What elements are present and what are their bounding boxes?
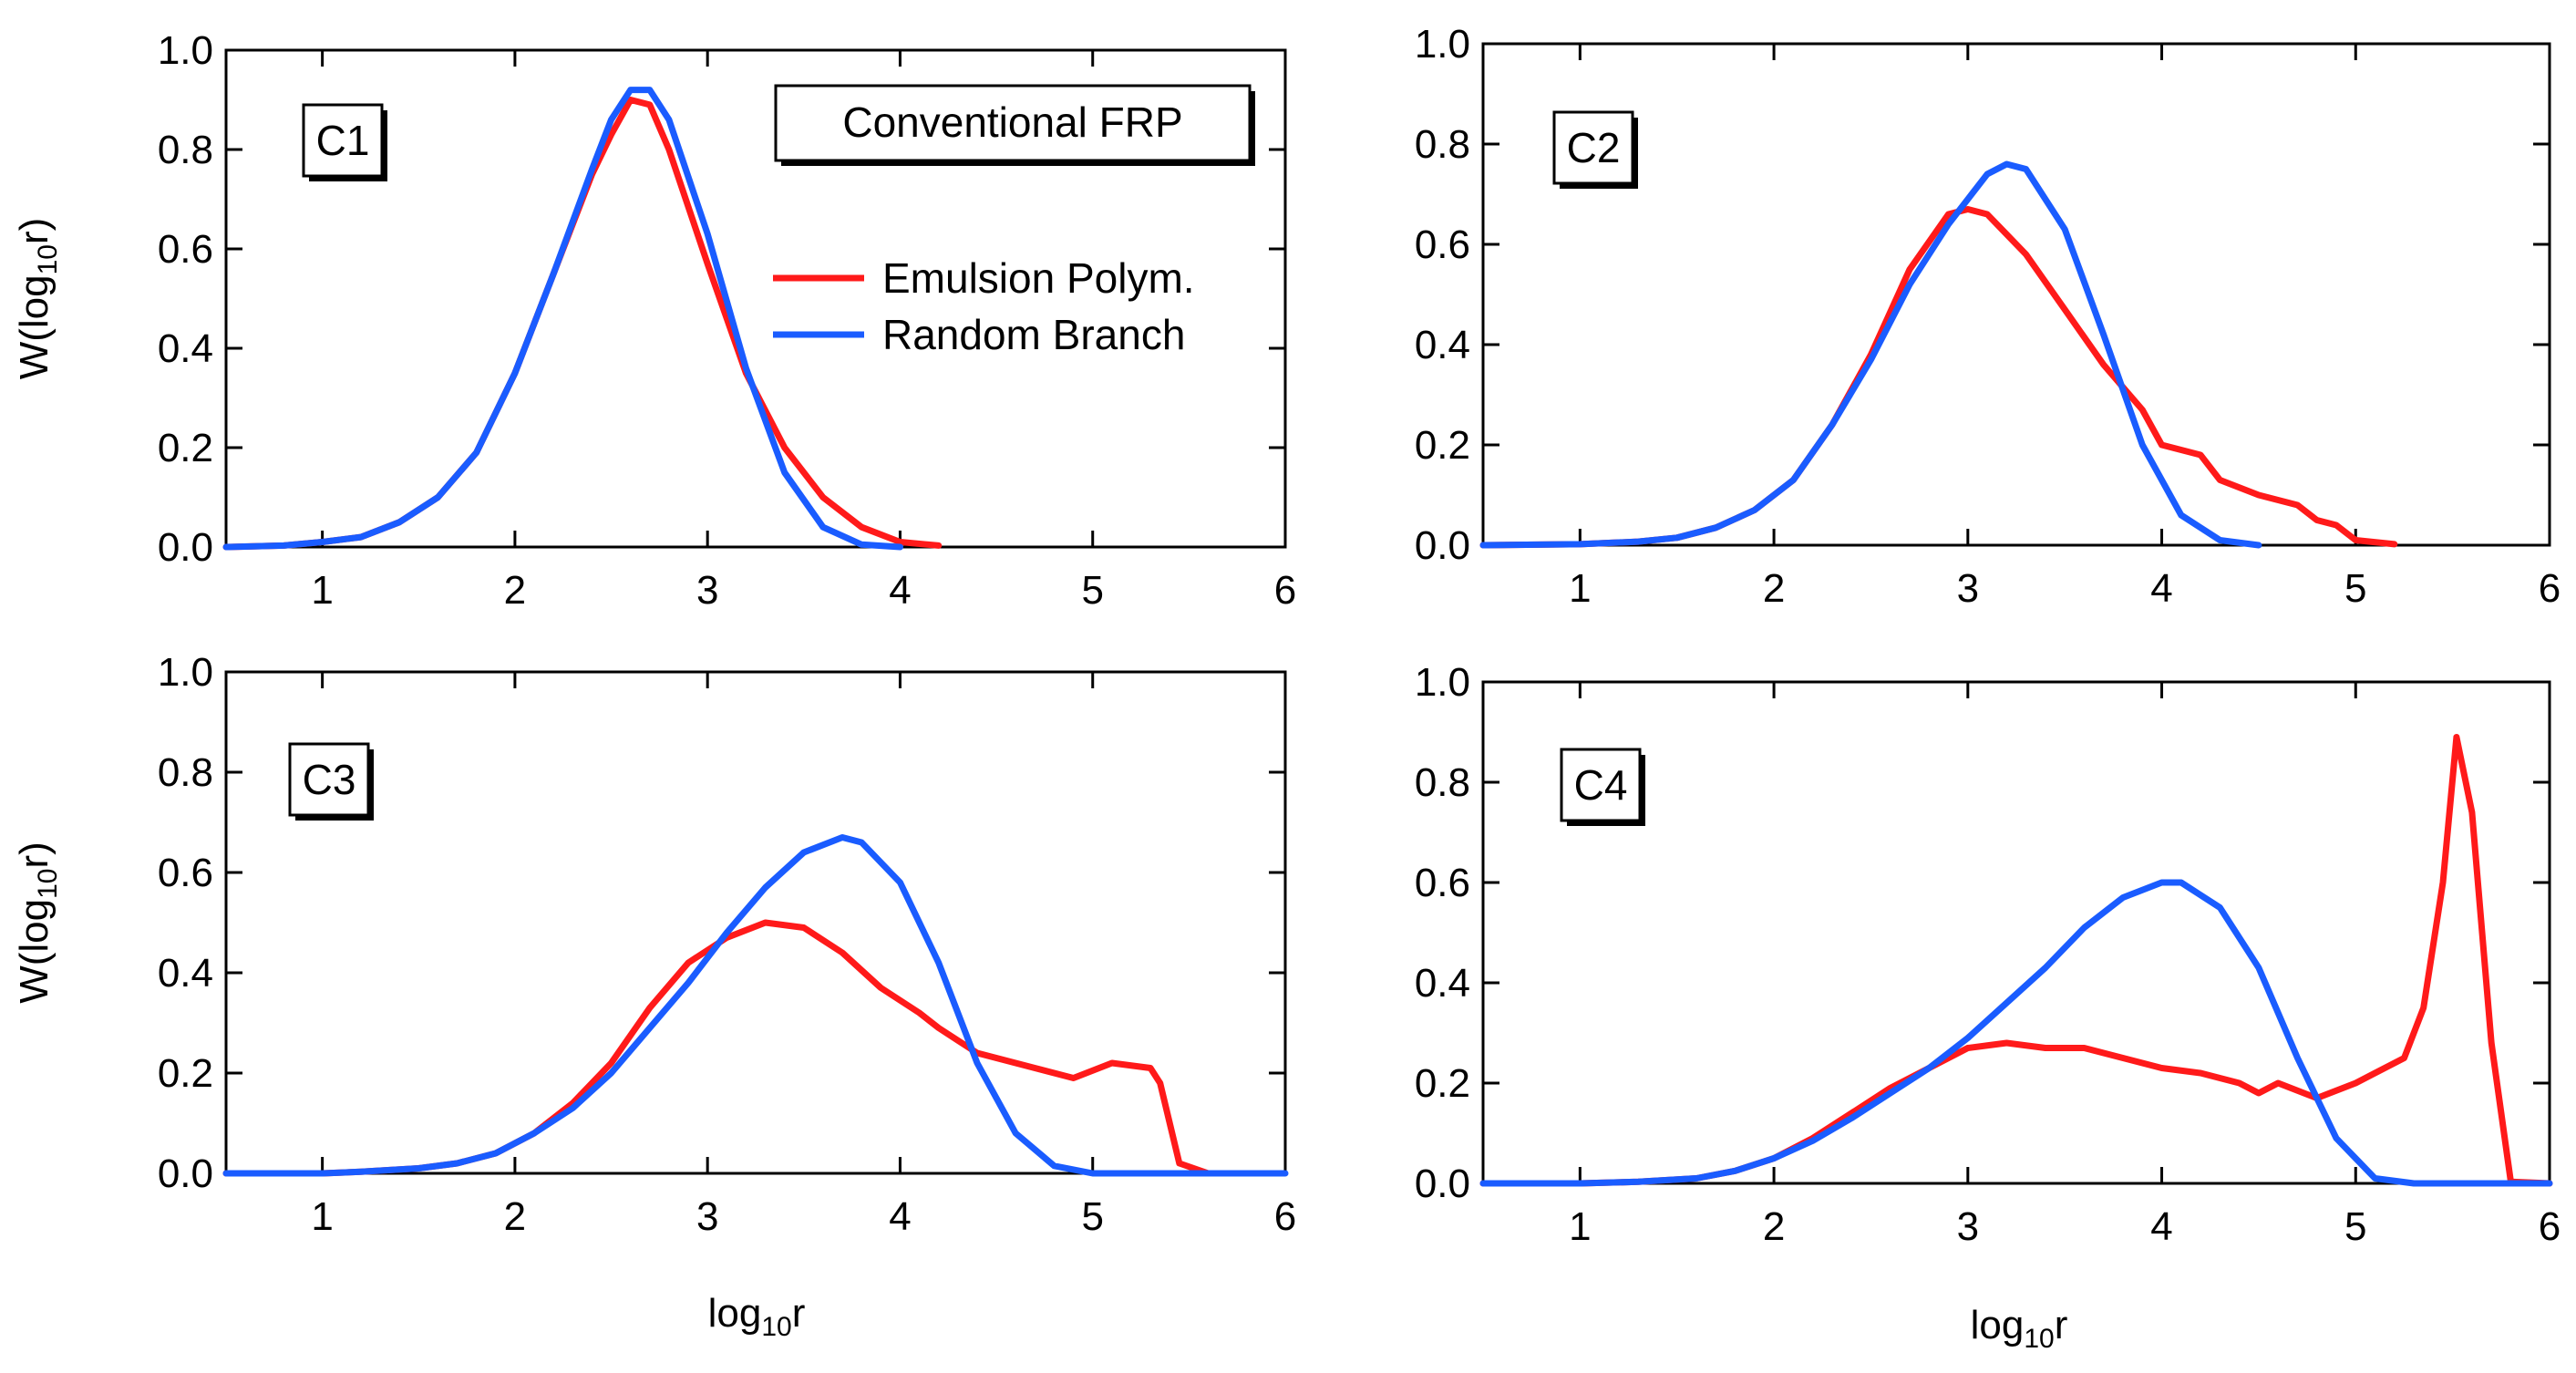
- y-tick-label: 1.0: [1415, 660, 1470, 705]
- legend: Conventional FRP Emulsion Polym. Random Br…: [773, 84, 1255, 358]
- y-tick-label: 0.6: [1415, 222, 1470, 267]
- series-random-branch-c3: [222, 834, 1289, 1177]
- y-tick-label: 0.2: [158, 1051, 213, 1096]
- x-tick-label: 5: [2344, 1204, 2366, 1249]
- y-tick-label: 0.2: [1415, 423, 1470, 468]
- x-tick-label: 3: [696, 568, 718, 613]
- x-tick-label: 6: [2539, 566, 2561, 611]
- x-tick-label: 6: [1274, 1194, 1296, 1239]
- x-tick-label: 1: [311, 568, 333, 613]
- y-axis-title: W(log10r): [12, 218, 63, 380]
- x-tick-label: 4: [889, 568, 911, 613]
- x-axis-title: log10r: [708, 1291, 806, 1342]
- x-axis-title: log10r: [1971, 1303, 2068, 1354]
- y-tick-label: 0.6: [1415, 861, 1470, 905]
- y-tick-label: 0.0: [158, 1151, 213, 1196]
- plot-frame: [224, 48, 1287, 549]
- series-random-branch-c2: [1479, 160, 2262, 549]
- y-tick-label: 1.0: [158, 650, 213, 695]
- x-tick-label: 4: [2150, 566, 2172, 611]
- panel-c1: 0.0 0.2 0.4 0.6 0.8 1.0 1 2 3 4 5 6 C1: [158, 28, 1296, 613]
- panel-label-box: [1560, 748, 1642, 822]
- y-tick-label: 1.0: [1415, 22, 1470, 67]
- x-tick-label: 1: [1569, 1204, 1591, 1249]
- panel-label-box: [1552, 110, 1634, 185]
- panel-label: C1: [316, 117, 370, 164]
- x-tick-label: 3: [1957, 566, 1979, 611]
- panel-c2: 0.0 0.2 0.4 0.6 0.8 1.0 1 2 3 4 5 6 C2: [1415, 22, 2561, 611]
- legend-title-box: [774, 84, 1252, 162]
- y-tick-label: 0.8: [158, 750, 213, 795]
- x-tick-label: 2: [504, 1194, 526, 1239]
- x-tick-label: 5: [1081, 1194, 1103, 1239]
- y-tick-label: 0.2: [158, 426, 213, 470]
- plot-frame: [224, 670, 1287, 1175]
- y-tick-label: 0.8: [1415, 760, 1470, 805]
- x-tick-label: 4: [2150, 1204, 2172, 1249]
- plot-frame: [1481, 680, 2551, 1185]
- y-tick-label: 0.4: [158, 951, 213, 996]
- series-random-branch-c1: [222, 87, 903, 551]
- panel-c4: 0.0 0.2 0.4 0.6 0.8 1.0 1 2 3 4 5 6 C4: [1415, 660, 2561, 1249]
- x-tick-label: 3: [696, 1194, 718, 1239]
- y-axis-title: W(log10r): [12, 841, 63, 1004]
- legend-label: Random Branch: [882, 311, 1185, 358]
- panel-label-box: [288, 742, 370, 817]
- series-emulsion-polym-c3: [222, 919, 1211, 1177]
- x-tick-label: 2: [504, 568, 526, 613]
- y-tick-label: 0.0: [1415, 1161, 1470, 1206]
- x-tick-label: 1: [311, 1194, 333, 1239]
- x-tick-label: 5: [2344, 566, 2366, 611]
- x-tick-label: 5: [1081, 568, 1103, 613]
- panel-c3: 0.0 0.2 0.4 0.6 0.8 1.0 1 2 3 4 5 6 C3: [158, 650, 1296, 1239]
- y-tick-label: 0.2: [1415, 1061, 1470, 1106]
- y-tick-label: 0.4: [1415, 323, 1470, 367]
- legend-label: Emulsion Polym.: [882, 254, 1195, 302]
- panel-label-box: [302, 103, 384, 178]
- legend-title: Conventional FRP: [842, 98, 1182, 146]
- y-tick-label: 0.4: [1415, 961, 1470, 1006]
- y-tick-label: 0.4: [158, 326, 213, 371]
- plot-frame: [1481, 42, 2551, 547]
- panel-label: C4: [1574, 761, 1628, 809]
- y-tick-label: 0.0: [1415, 523, 1470, 568]
- y-tick-label: 0.6: [158, 227, 213, 272]
- y-tick-label: 1.0: [158, 28, 213, 73]
- x-tick-label: 2: [1763, 566, 1785, 611]
- panel-label: C3: [303, 756, 356, 803]
- x-tick-label: 1: [1569, 566, 1591, 611]
- series-random-branch-c4: [1479, 879, 2553, 1187]
- x-tick-label: 4: [889, 1194, 911, 1239]
- x-tick-label: 3: [1957, 1204, 1979, 1249]
- y-tick-label: 0.6: [158, 851, 213, 895]
- y-tick-label: 0.0: [158, 525, 213, 570]
- x-tick-label: 6: [1274, 568, 1296, 613]
- x-tick-label: 6: [2539, 1204, 2561, 1249]
- panel-label: C2: [1567, 124, 1621, 171]
- y-tick-label: 0.8: [158, 128, 213, 172]
- series-emulsion-polym-c2: [1479, 206, 2398, 549]
- x-tick-label: 2: [1763, 1204, 1785, 1249]
- y-tick-label: 0.8: [1415, 122, 1470, 167]
